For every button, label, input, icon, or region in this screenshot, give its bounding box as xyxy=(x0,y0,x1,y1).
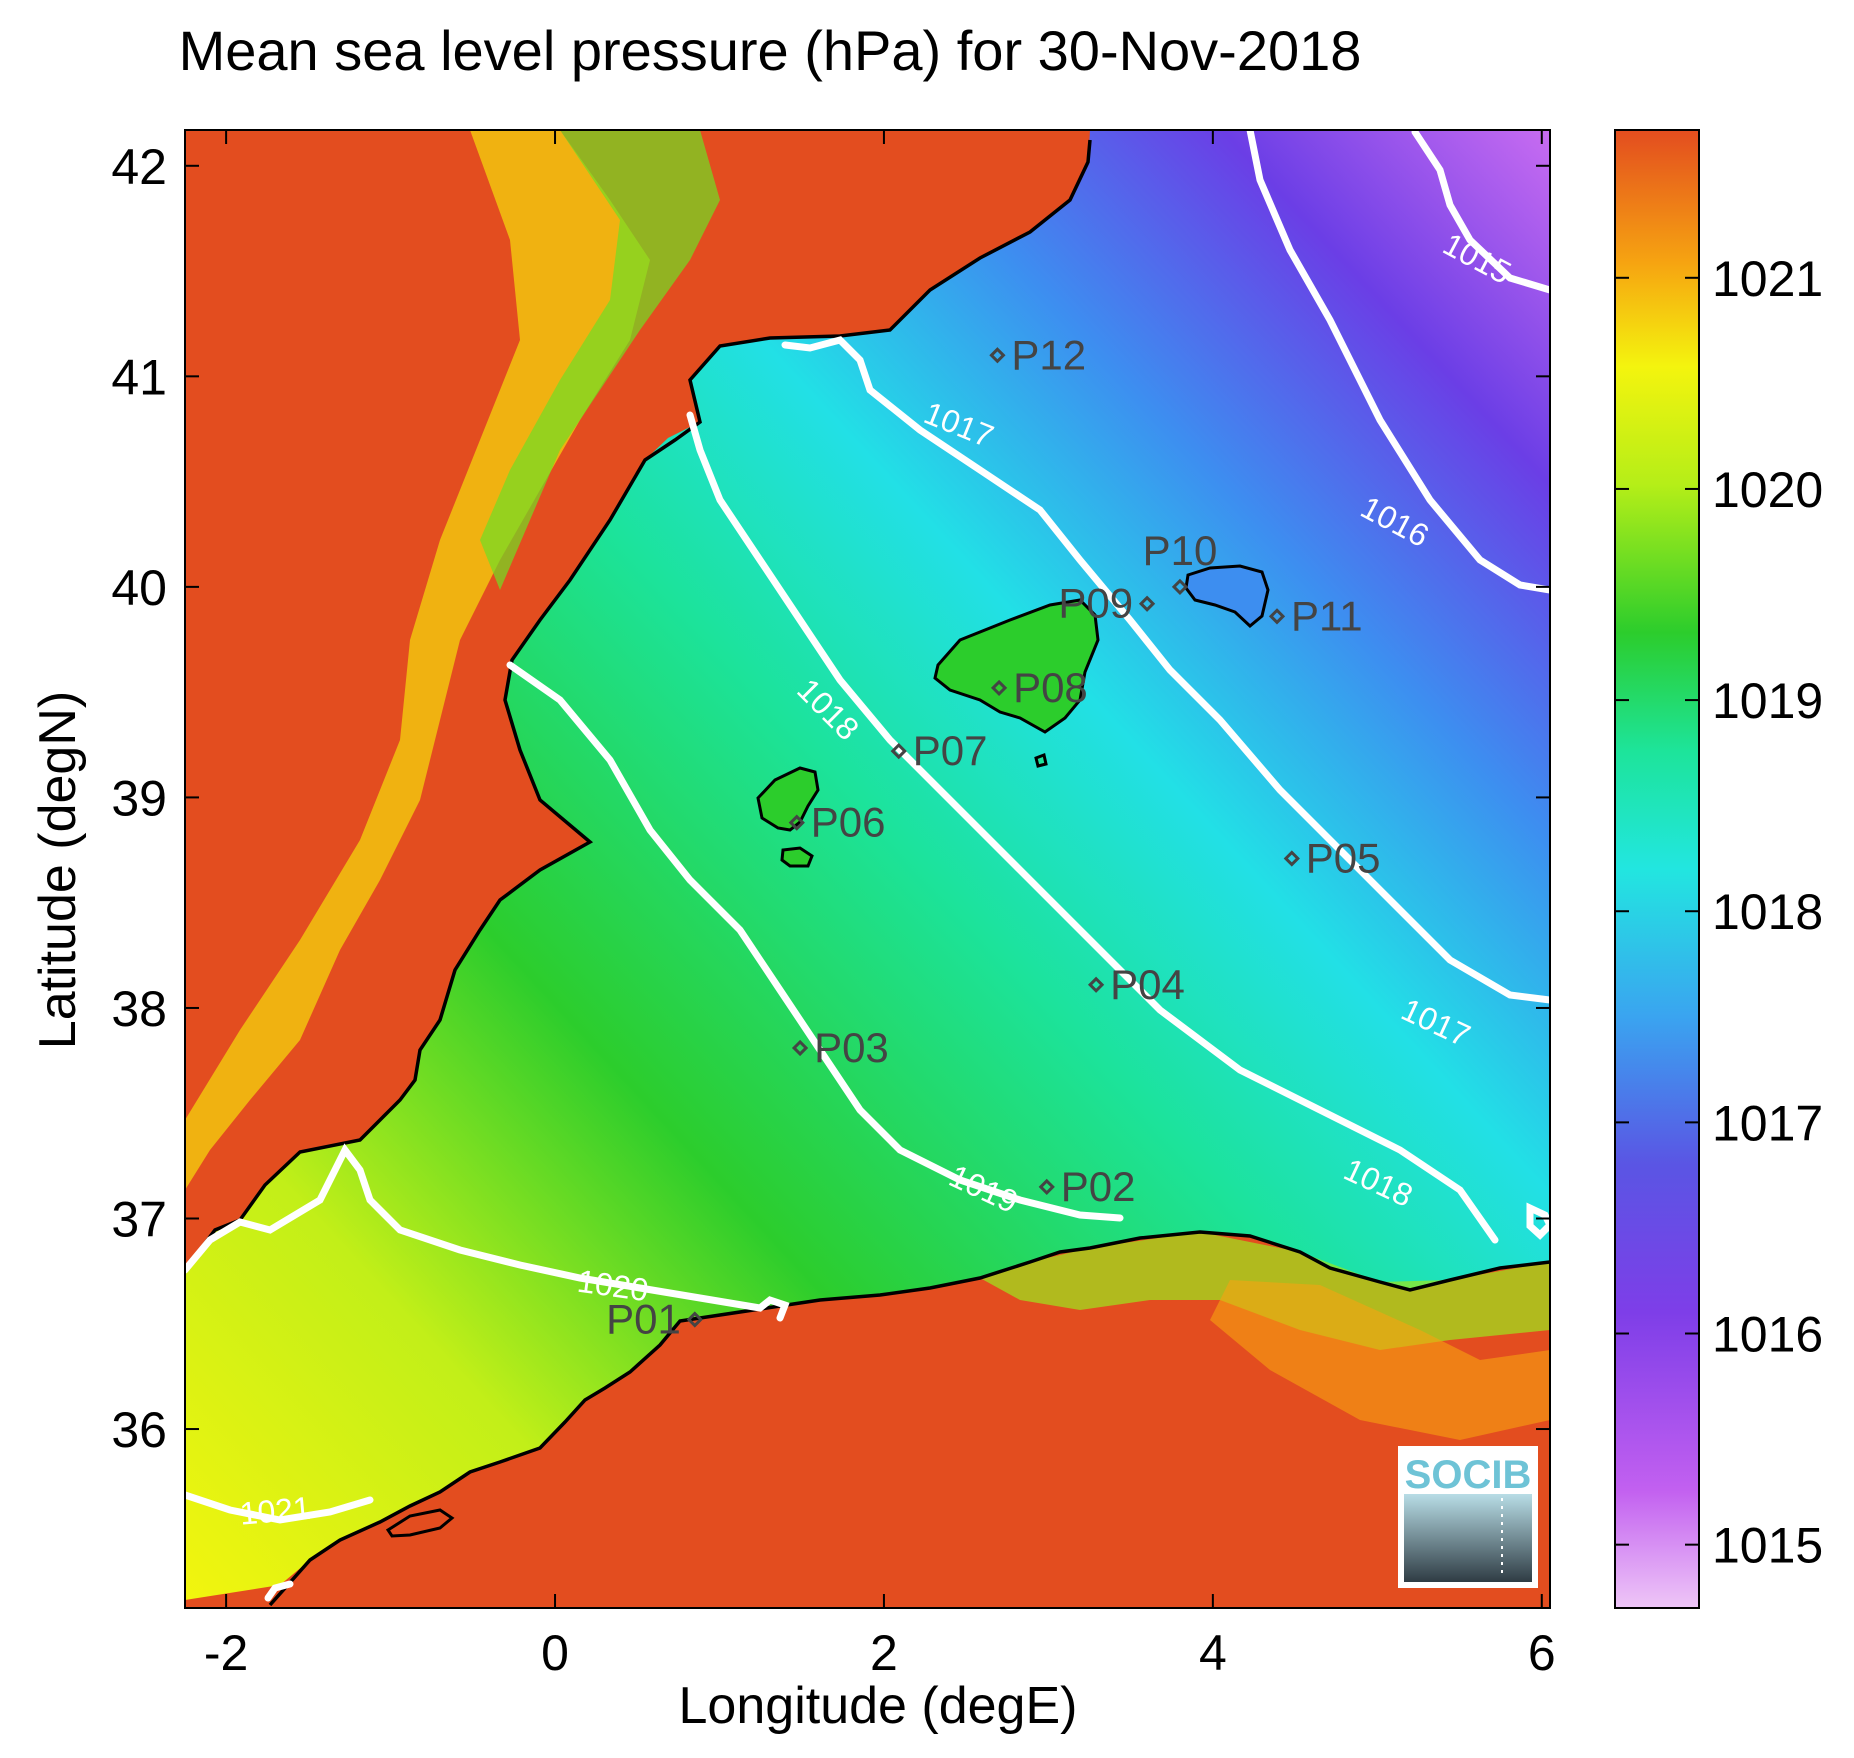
station-label: P08 xyxy=(1013,664,1088,711)
station-label: P11 xyxy=(1291,592,1363,639)
station-marker xyxy=(989,347,1006,364)
isobar-1018 xyxy=(686,411,1499,1244)
station-marker xyxy=(686,1311,703,1328)
y-tick-label: 36 xyxy=(111,1402,167,1458)
isobar-1017-east-loop xyxy=(1526,1202,1550,1240)
station-label: P09 xyxy=(1058,580,1133,627)
station-p01[interactable]: P01 xyxy=(606,1296,703,1343)
station-label: P03 xyxy=(814,1024,889,1071)
station-label: P07 xyxy=(913,727,988,774)
socib-logo-text: SOCIB xyxy=(1405,1453,1532,1497)
isobar-1015 xyxy=(1411,130,1550,294)
iberia-green-band xyxy=(480,130,720,590)
station-marker xyxy=(990,679,1008,697)
y-tick-label: 41 xyxy=(111,349,167,405)
station-marker xyxy=(1038,1178,1055,1196)
isobar-1016 xyxy=(1246,130,1550,594)
contour-label: 1021 xyxy=(238,1490,312,1532)
station-p10[interactable]: P10 xyxy=(1143,527,1218,595)
colorbar-tick-label: 1017 xyxy=(1712,1095,1823,1151)
colorbar-tick-label: 1020 xyxy=(1712,462,1823,518)
station-label: P06 xyxy=(811,799,886,846)
y-tick-label: 39 xyxy=(111,770,167,826)
iberia-coastline xyxy=(185,139,1092,1272)
mallorca xyxy=(933,598,1100,734)
station-label: P10 xyxy=(1143,527,1218,574)
station-label: P01 xyxy=(606,1296,681,1343)
station-p08[interactable]: P08 xyxy=(990,664,1088,711)
y-ticks: 36 37 38 39 40 41 42 xyxy=(111,139,1550,1458)
africa-coastline xyxy=(268,1230,1550,1607)
station-p12[interactable]: P12 xyxy=(989,331,1086,378)
colorbar-tick-label: 1018 xyxy=(1712,884,1823,940)
station-p11[interactable]: P11 xyxy=(1268,592,1363,639)
isobar-1019 xyxy=(506,661,1124,1222)
station-marker xyxy=(791,1039,809,1057)
station-marker xyxy=(1138,595,1156,612)
socib-logo-wave xyxy=(1404,1494,1532,1582)
y-tick-label: 42 xyxy=(111,139,167,195)
station-p02[interactable]: P02 xyxy=(1038,1163,1136,1210)
x-tick-label: -2 xyxy=(204,1625,248,1681)
station-marker xyxy=(1087,976,1105,993)
colorbar-tick-label: 1019 xyxy=(1712,673,1823,729)
isobar-1020 xyxy=(185,1143,790,1322)
station-marker xyxy=(890,742,907,760)
colorbar xyxy=(1614,129,1700,1609)
colorbar-ticks: 1015 1016 1017 1018 1019 1020 1021 xyxy=(1615,251,1823,1574)
station-p06[interactable]: P06 xyxy=(788,799,886,846)
iberia-land xyxy=(185,130,1090,1270)
africa-land xyxy=(185,1232,1550,1608)
x-axis-label: Longitude (degE) xyxy=(678,1677,1078,1735)
menorca xyxy=(1184,564,1270,628)
isobars xyxy=(185,130,1550,1602)
station-marker xyxy=(1283,850,1300,867)
station-label: P04 xyxy=(1110,961,1185,1008)
y-tick-label: 40 xyxy=(111,560,167,616)
socib-logo: SOCIB xyxy=(1398,1446,1538,1588)
station-p09[interactable]: P09 xyxy=(1058,580,1156,627)
isobar-1021 xyxy=(185,1491,374,1524)
station-p05[interactable]: P05 xyxy=(1283,834,1381,881)
station-marker xyxy=(1171,578,1189,595)
x-tick-label: 0 xyxy=(541,1625,569,1681)
plot-frame xyxy=(184,129,1551,1609)
map-title: Mean sea level pressure (hPa) for 30-Nov… xyxy=(178,19,1362,82)
alboran-island xyxy=(385,1508,455,1538)
station-label: P12 xyxy=(1011,331,1086,378)
africa-yellow-patch xyxy=(1210,1280,1550,1440)
ibiza xyxy=(756,766,820,832)
station-marker xyxy=(788,814,805,831)
colorbar-tick-label: 1021 xyxy=(1712,251,1823,307)
y-tick-label: 37 xyxy=(111,1191,167,1247)
formentera xyxy=(780,846,814,868)
x-tick-label: 2 xyxy=(870,1625,898,1681)
iberia-transition xyxy=(185,130,650,1190)
station-p07[interactable]: P07 xyxy=(890,727,988,774)
station-marker xyxy=(1268,608,1286,625)
colorbar-tick-label: 1015 xyxy=(1712,1518,1823,1574)
isobar-1017-north xyxy=(781,336,1550,1004)
cabrera xyxy=(1034,752,1048,768)
station-label: P05 xyxy=(1306,834,1381,881)
station-label: P02 xyxy=(1061,1163,1136,1210)
isobar-1021-small xyxy=(264,1580,294,1602)
x-tick-label: 4 xyxy=(1199,1625,1227,1681)
y-tick-label: 38 xyxy=(111,981,167,1037)
colorbar-tick-label: 1016 xyxy=(1712,1307,1823,1363)
station-p03[interactable]: P03 xyxy=(791,1024,889,1071)
x-tick-label: 6 xyxy=(1528,1625,1556,1681)
x-ticks: -2 0 2 4 6 xyxy=(204,130,1556,1681)
station-p04[interactable]: P04 xyxy=(1087,961,1185,1008)
